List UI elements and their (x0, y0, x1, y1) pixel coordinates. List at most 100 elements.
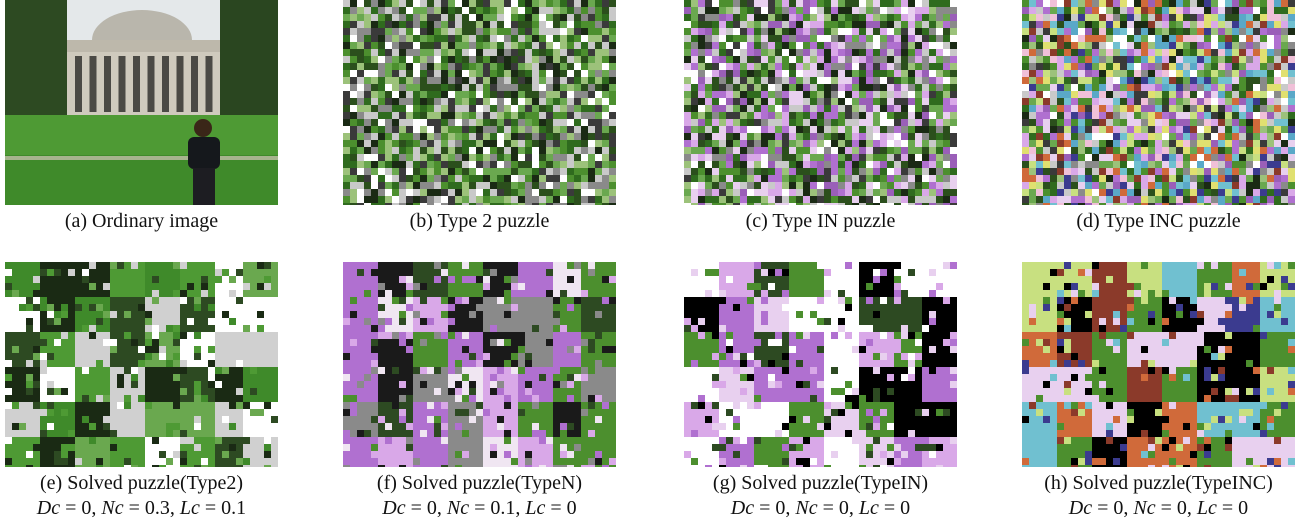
tile (378, 189, 385, 196)
tile (943, 182, 950, 189)
tile (761, 182, 768, 189)
tile (609, 112, 616, 119)
tile (511, 98, 518, 105)
tile (915, 133, 922, 140)
tile (385, 283, 392, 290)
tile (138, 360, 145, 367)
tile (845, 154, 852, 161)
tile (1155, 14, 1162, 21)
tile (768, 56, 775, 63)
tile (1022, 84, 1029, 91)
tile (434, 175, 441, 182)
tile (180, 458, 187, 465)
tile (609, 56, 616, 63)
tile (712, 126, 719, 133)
tile (61, 374, 68, 381)
tile (434, 91, 441, 98)
tile (1134, 70, 1141, 77)
tile (26, 353, 33, 360)
tile (236, 388, 243, 395)
tile (1232, 77, 1239, 84)
tile (691, 175, 698, 182)
tile (19, 451, 26, 458)
tile (159, 416, 166, 423)
tile (866, 189, 873, 196)
tile (567, 283, 574, 290)
tile (40, 395, 47, 402)
tile (392, 133, 399, 140)
tile (420, 203, 427, 205)
tile (775, 63, 782, 70)
tile (1239, 119, 1246, 126)
tile (236, 353, 243, 360)
tile (1036, 70, 1043, 77)
tile (117, 360, 124, 367)
tile (1043, 112, 1050, 119)
tile (873, 91, 880, 98)
tile (187, 423, 194, 430)
tile (824, 7, 831, 14)
tile (838, 84, 845, 91)
tile (152, 437, 159, 444)
tile (33, 346, 40, 353)
tile (761, 112, 768, 119)
tile (159, 332, 166, 339)
tile (1078, 140, 1085, 147)
tile (698, 175, 705, 182)
tile (747, 7, 754, 14)
tile (180, 290, 187, 297)
tile (96, 402, 103, 409)
tile (943, 84, 950, 91)
tile (350, 133, 357, 140)
tile (698, 147, 705, 154)
tile (103, 346, 110, 353)
tile (350, 98, 357, 105)
tile (1148, 154, 1155, 161)
tile (371, 0, 378, 7)
tile (782, 91, 789, 98)
tile (215, 451, 222, 458)
tile (406, 112, 413, 119)
tile (546, 196, 553, 203)
tile (609, 91, 616, 98)
tile (1106, 119, 1113, 126)
tile (427, 154, 434, 161)
tile (574, 112, 581, 119)
tile (145, 367, 152, 374)
tile (420, 7, 427, 14)
tile (691, 0, 698, 7)
tile (539, 168, 546, 175)
tile (1162, 175, 1169, 182)
tile (420, 168, 427, 175)
tile (476, 203, 483, 205)
tile (1141, 98, 1148, 105)
tile (887, 182, 894, 189)
tile (455, 105, 462, 112)
tile (1106, 0, 1113, 7)
tile (490, 147, 497, 154)
tile (385, 269, 392, 276)
tile (392, 297, 399, 304)
tile (789, 196, 796, 203)
tile (754, 63, 761, 70)
tile (1078, 126, 1085, 133)
tile (54, 332, 61, 339)
tile (1071, 112, 1078, 119)
tile (1204, 168, 1211, 175)
tile (229, 353, 236, 360)
tile (1099, 63, 1106, 70)
tile (33, 262, 40, 269)
tile (1036, 126, 1043, 133)
tile (243, 381, 250, 388)
tile (54, 381, 61, 388)
tile (761, 161, 768, 168)
tile (476, 119, 483, 126)
tile (194, 381, 201, 388)
tile (159, 374, 166, 381)
tile (124, 339, 131, 346)
tile (1099, 98, 1106, 105)
tile (922, 168, 929, 175)
tile (257, 458, 264, 465)
tile (187, 395, 194, 402)
tile (810, 203, 817, 205)
